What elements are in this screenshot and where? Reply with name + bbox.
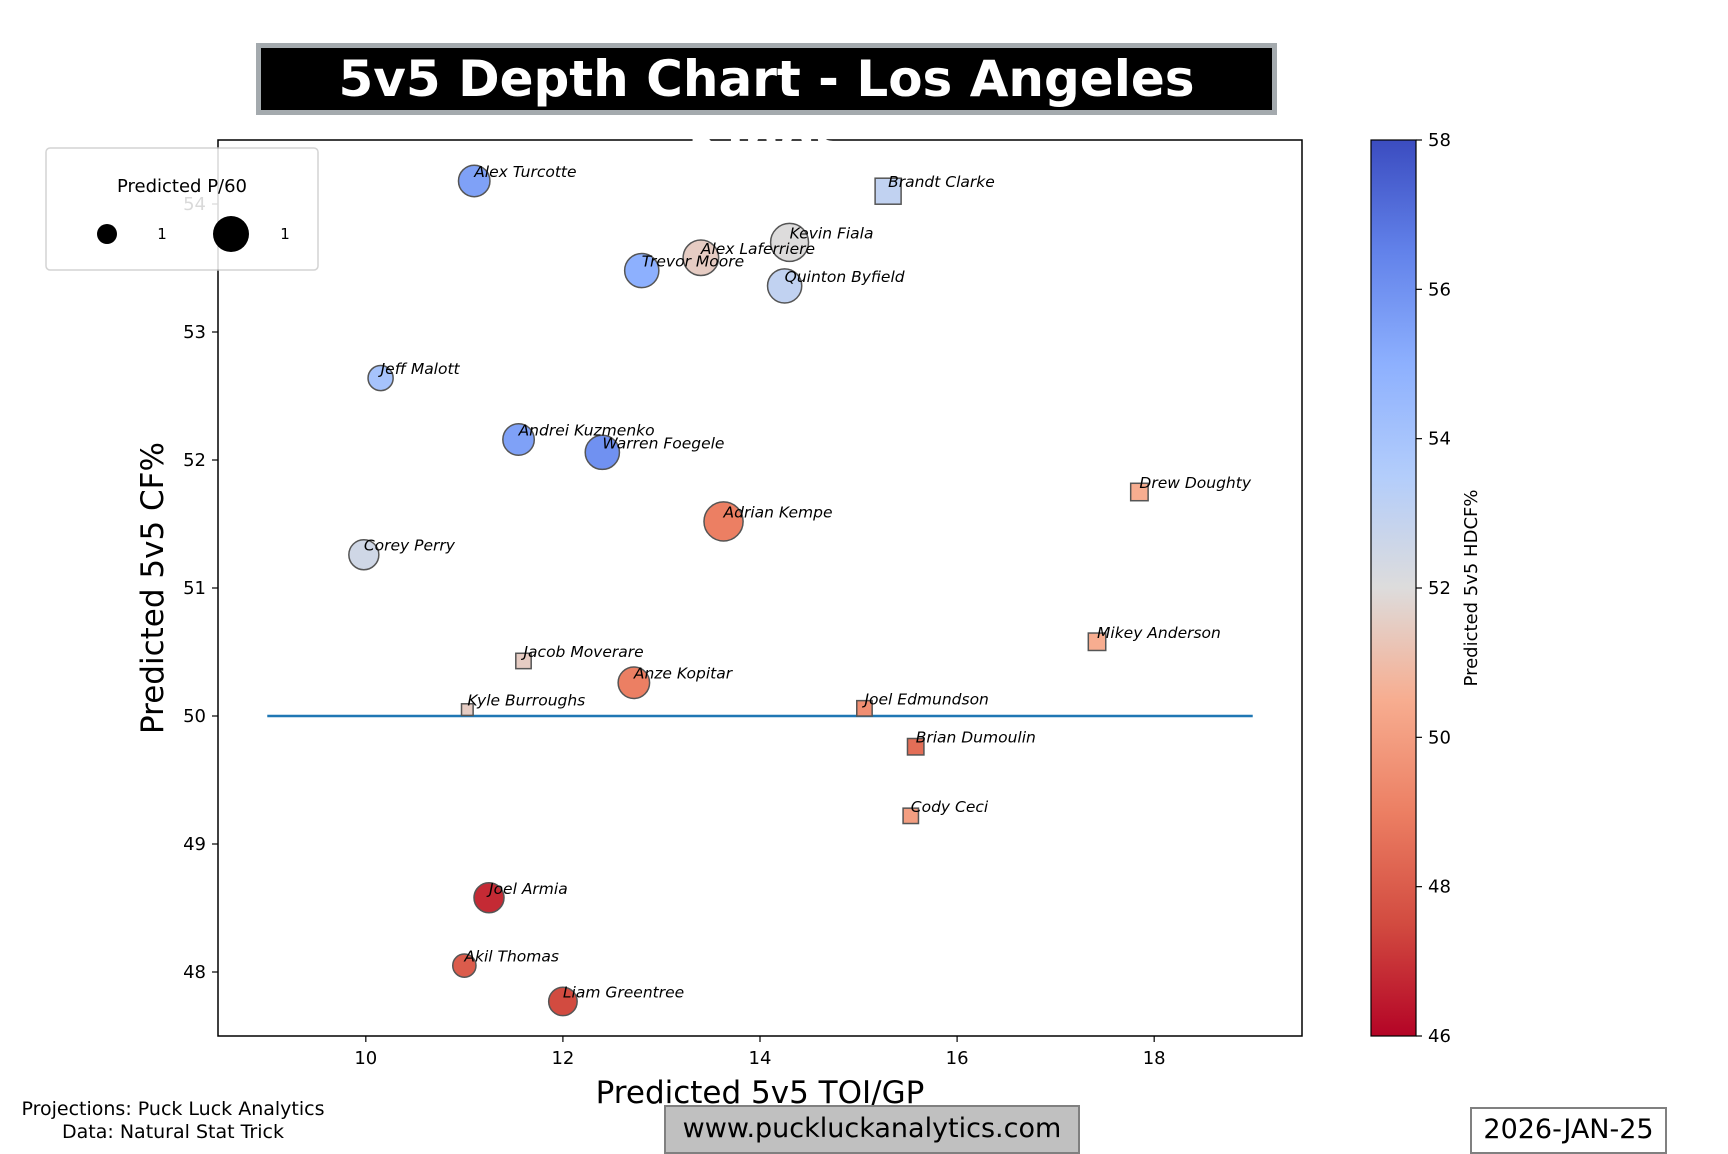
player-marker-quinton-byfield <box>766 268 803 304</box>
player-label-kevin-fiala: Kevin Fiala <box>790 224 874 242</box>
player-marker-andrei-kuzmenko <box>502 423 536 457</box>
player-label-cody-ceci: Cody Ceci <box>911 798 989 816</box>
y-axis-label: Predicted 5v5 CF% <box>135 442 171 734</box>
colorbar-tick-label: 48 <box>1428 877 1451 898</box>
player-marker-liam-greentree <box>547 986 578 1017</box>
legend-label-large: 1 <box>280 225 290 243</box>
player-marker-warren-foegele <box>584 434 621 471</box>
legend-box <box>45 147 319 271</box>
legend-marker-small <box>97 224 117 244</box>
x-tick-label: 18 <box>1143 1048 1166 1069</box>
player-label-andrei-kuzmenko: Andrei Kuzmenko <box>518 422 655 440</box>
colorbar <box>1370 139 1417 1037</box>
player-label-jacob-moverare: Jacob Moverare <box>520 643 643 661</box>
player-marker-brian-dumoulin <box>906 737 925 756</box>
player-marker-anze-kopitar <box>617 666 651 700</box>
player-marker-trevor-moore <box>623 252 660 289</box>
legend-label-small: 1 <box>157 225 167 243</box>
player-marker-jeff-malott <box>367 364 394 392</box>
colorbar-tick-label: 46 <box>1428 1026 1451 1047</box>
player-label-alex-laferriere: Alex Laferriere <box>700 240 815 258</box>
player-marker-brandt-clarke <box>874 177 902 205</box>
y-tick-label: 52 <box>183 450 206 471</box>
colorbar-tick-label: 50 <box>1428 727 1451 748</box>
player-label-liam-greentree: Liam Greentree <box>563 983 684 1001</box>
player-label-anze-kopitar: Anze Kopitar <box>633 665 734 683</box>
player-label-joel-armia: Joel Armia <box>486 880 568 898</box>
y-tick-label: 49 <box>183 834 206 855</box>
player-label-kyle-burroughs: Kyle Burroughs <box>467 692 585 710</box>
player-marker-joel-edmundson <box>856 699 873 717</box>
player-label-adrian-kempe: Adrian Kempe <box>723 503 833 521</box>
colorbar-tick-label: 52 <box>1428 578 1451 599</box>
y-tick-label: 53 <box>183 322 206 343</box>
player-label-jeff-malott: Jeff Malott <box>378 360 461 378</box>
y-tick-label: 48 <box>183 962 206 983</box>
player-marker-corey-perry <box>348 538 380 571</box>
colorbar-tick-label: 54 <box>1428 429 1451 450</box>
player-label-warren-foegele: Warren Foegele <box>602 434 724 452</box>
player-label-corey-perry: Corey Perry <box>364 537 456 555</box>
player-marker-drew-doughty <box>1129 482 1149 502</box>
player-label-trevor-moore: Trevor Moore <box>642 253 744 271</box>
player-label-drew-doughty: Drew Doughty <box>1139 474 1251 492</box>
player-marker-adrian-kempe <box>703 501 744 542</box>
data-credit: Data: Natural Stat Trick <box>62 1121 284 1143</box>
player-marker-alex-laferriere <box>682 239 720 277</box>
colorbar-label: Predicted 5v5 HDCF% <box>1461 490 1482 687</box>
x-tick-label: 12 <box>551 1048 574 1069</box>
y-tick-label: 51 <box>183 578 206 599</box>
player-marker-kyle-burroughs <box>460 703 474 717</box>
player-marker-joel-armia <box>473 882 505 914</box>
player-label-brian-dumoulin: Brian Dumoulin <box>916 729 1036 747</box>
plot-frame <box>217 139 1303 1037</box>
x-tick-label: 16 <box>946 1048 969 1069</box>
projections-credit: Projections: Puck Luck Analytics <box>21 1098 325 1120</box>
chart-title: 5v5 Depth Chart - Los Angeles Kings <box>256 43 1277 170</box>
player-label-joel-edmundson: Joel Edmundson <box>861 690 988 708</box>
player-marker-kevin-fiala <box>769 222 810 263</box>
player-label-akil-thomas: Akil Thomas <box>463 948 559 966</box>
player-marker-cody-ceci <box>902 807 920 825</box>
player-marker-mikey-anderson <box>1087 632 1107 652</box>
player-label-quinton-byfield: Quinton Byfield <box>785 268 905 286</box>
colorbar-tick-label: 58 <box>1428 130 1451 151</box>
colorbar-tick-label: 56 <box>1428 279 1451 300</box>
source-credits: Projections: Puck Luck Analytics Data: N… <box>0 1098 346 1144</box>
player-marker-akil-thomas <box>451 953 477 978</box>
player-marker-jacob-moverare <box>515 652 532 670</box>
y-tick-label: 50 <box>183 706 206 727</box>
x-tick-label: 14 <box>749 1048 772 1069</box>
legend-title: Predicted P/60 <box>117 176 247 197</box>
x-tick-label: 10 <box>354 1048 377 1069</box>
player-label-alex-turcotte: Alex Turcotte <box>473 163 576 181</box>
player-label-brandt-clarke: Brandt Clarke <box>888 173 995 191</box>
player-label-mikey-anderson: Mikey Anderson <box>1097 624 1221 642</box>
player-marker-alex-turcotte <box>457 164 491 198</box>
legend-marker-large <box>213 216 249 252</box>
website-link[interactable]: www.puckluckanalytics.com <box>664 1105 1080 1154</box>
date-stamp: 2026-JAN-25 <box>1470 1107 1667 1154</box>
